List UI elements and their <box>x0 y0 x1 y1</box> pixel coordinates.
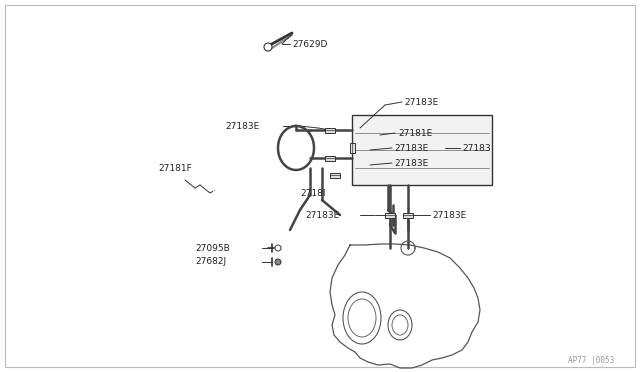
Ellipse shape <box>348 299 376 337</box>
Text: 27181F: 27181F <box>158 164 192 173</box>
Ellipse shape <box>392 315 408 335</box>
Ellipse shape <box>388 310 412 340</box>
Text: 27095B: 27095B <box>195 244 230 253</box>
Text: 27183E: 27183E <box>394 144 428 153</box>
Text: 27682J: 27682J <box>195 257 226 266</box>
Text: 27183E: 27183E <box>225 122 259 131</box>
Text: 2718I: 2718I <box>300 189 326 198</box>
Ellipse shape <box>343 292 381 344</box>
Bar <box>330 173 340 178</box>
Text: 27183E: 27183E <box>432 211 467 219</box>
Text: 27181E: 27181E <box>398 128 432 138</box>
Circle shape <box>275 245 281 251</box>
Bar <box>325 128 335 133</box>
Bar <box>403 213 413 218</box>
Text: 27183: 27183 <box>462 144 491 153</box>
Text: AP77 |0053: AP77 |0053 <box>568 356 614 365</box>
Bar <box>352 115 492 185</box>
Circle shape <box>275 259 281 265</box>
Text: 27183E: 27183E <box>404 97 438 106</box>
Bar <box>325 156 335 161</box>
Circle shape <box>264 43 272 51</box>
Text: 27183E: 27183E <box>394 158 428 167</box>
Bar <box>350 143 355 153</box>
Text: 27183E: 27183E <box>305 211 339 219</box>
Text: 27629D: 27629D <box>292 39 328 48</box>
Bar <box>385 213 395 218</box>
